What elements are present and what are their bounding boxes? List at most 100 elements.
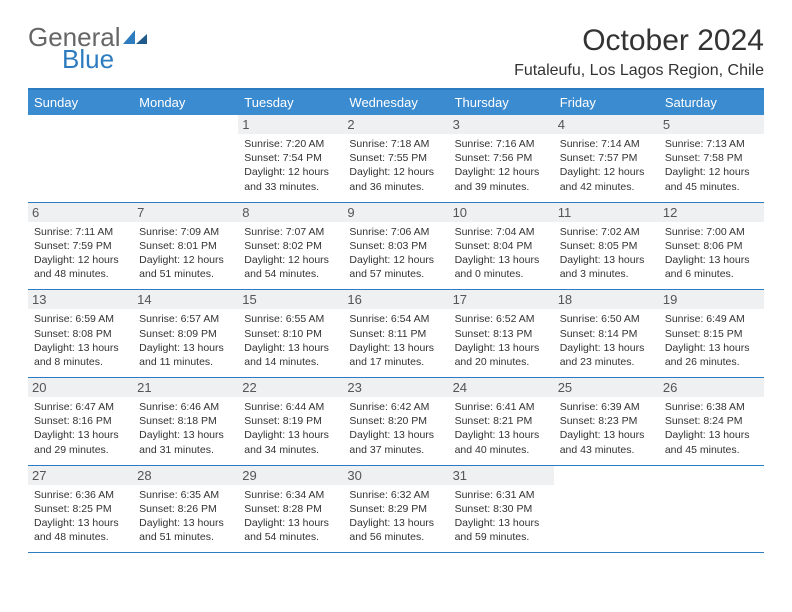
day-details: Sunrise: 6:50 AMSunset: 8:14 PMDaylight:… xyxy=(560,312,653,369)
day-details: Sunrise: 7:02 AMSunset: 8:05 PMDaylight:… xyxy=(560,225,653,282)
calendar-week-row: 20 Sunrise: 6:47 AMSunset: 8:16 PMDayligh… xyxy=(28,378,764,466)
day-details: Sunrise: 7:04 AMSunset: 8:04 PMDaylight:… xyxy=(455,225,548,282)
day-header: Friday xyxy=(554,90,659,115)
calendar-day-cell: 20 Sunrise: 6:47 AMSunset: 8:16 PMDayligh… xyxy=(28,378,133,466)
calendar-day-cell: 8 Sunrise: 7:07 AMSunset: 8:02 PMDaylight… xyxy=(238,202,343,290)
calendar-week-row: 13 Sunrise: 6:59 AMSunset: 8:08 PMDayligh… xyxy=(28,290,764,378)
day-number: 11 xyxy=(554,203,659,222)
day-details: Sunrise: 6:46 AMSunset: 8:18 PMDaylight:… xyxy=(139,400,232,457)
calendar-day-cell: 31 Sunrise: 6:31 AMSunset: 8:30 PMDayligh… xyxy=(449,465,554,553)
title-block: October 2024 Futaleufu, Los Lagos Region… xyxy=(514,24,764,80)
day-number: 8 xyxy=(238,203,343,222)
calendar-day-cell: 10Sunrise: 7:04 AMSunset: 8:04 PMDayligh… xyxy=(449,202,554,290)
day-details: Sunrise: 6:49 AMSunset: 8:15 PMDaylight:… xyxy=(665,312,758,369)
day-details: Sunrise: 6:54 AMSunset: 8:11 PMDaylight:… xyxy=(349,312,442,369)
calendar-day-cell: 3 Sunrise: 7:16 AMSunset: 7:56 PMDaylight… xyxy=(449,115,554,202)
calendar-day-cell: 6 Sunrise: 7:11 AMSunset: 7:59 PMDaylight… xyxy=(28,202,133,290)
calendar-day-cell xyxy=(133,115,238,202)
day-number: 18 xyxy=(554,290,659,309)
day-number: 24 xyxy=(449,378,554,397)
day-number: 12 xyxy=(659,203,764,222)
day-details: Sunrise: 6:47 AMSunset: 8:16 PMDaylight:… xyxy=(34,400,127,457)
day-header: Saturday xyxy=(659,90,764,115)
day-number: 29 xyxy=(238,466,343,485)
calendar-table: SundayMondayTuesdayWednesdayThursdayFrid… xyxy=(28,90,764,553)
day-details: Sunrise: 7:07 AMSunset: 8:02 PMDaylight:… xyxy=(244,225,337,282)
day-number: 6 xyxy=(28,203,133,222)
calendar-week-row: 1 Sunrise: 7:20 AMSunset: 7:54 PMDaylight… xyxy=(28,115,764,202)
day-number: 17 xyxy=(449,290,554,309)
calendar-day-cell: 21 Sunrise: 6:46 AMSunset: 8:18 PMDayligh… xyxy=(133,378,238,466)
day-details: Sunrise: 7:11 AMSunset: 7:59 PMDaylight:… xyxy=(34,225,127,282)
day-number: 27 xyxy=(28,466,133,485)
day-details: Sunrise: 6:36 AMSunset: 8:25 PMDaylight:… xyxy=(34,488,127,545)
day-number: 5 xyxy=(659,115,764,134)
day-number: 14 xyxy=(133,290,238,309)
day-header: Sunday xyxy=(28,90,133,115)
day-number: 2 xyxy=(343,115,448,134)
day-number: 25 xyxy=(554,378,659,397)
calendar-day-cell: 9Sunrise: 7:06 AMSunset: 8:03 PMDaylight… xyxy=(343,202,448,290)
day-number: 21 xyxy=(133,378,238,397)
day-number: 30 xyxy=(343,466,448,485)
day-details: Sunrise: 6:41 AMSunset: 8:21 PMDaylight:… xyxy=(455,400,548,457)
day-number: 22 xyxy=(238,378,343,397)
day-details: Sunrise: 7:16 AMSunset: 7:56 PMDaylight:… xyxy=(455,137,548,194)
day-details: Sunrise: 7:14 AMSunset: 7:57 PMDaylight:… xyxy=(560,137,653,194)
day-details: Sunrise: 6:42 AMSunset: 8:20 PMDaylight:… xyxy=(349,400,442,457)
day-details: Sunrise: 6:59 AMSunset: 8:08 PMDaylight:… xyxy=(34,312,127,369)
page-title: October 2024 xyxy=(514,24,764,58)
calendar-day-cell: 26 Sunrise: 6:38 AMSunset: 8:24 PMDayligh… xyxy=(659,378,764,466)
calendar-day-cell: 13 Sunrise: 6:59 AMSunset: 8:08 PMDayligh… xyxy=(28,290,133,378)
day-details: Sunrise: 7:09 AMSunset: 8:01 PMDaylight:… xyxy=(139,225,232,282)
calendar-day-cell: 2 Sunrise: 7:18 AMSunset: 7:55 PMDaylight… xyxy=(343,115,448,202)
day-number: 3 xyxy=(449,115,554,134)
brand-logo: GeneralBlue xyxy=(28,24,151,72)
calendar-day-cell: 22 Sunrise: 6:44 AMSunset: 8:19 PMDayligh… xyxy=(238,378,343,466)
day-number: 31 xyxy=(449,466,554,485)
day-number: 9 xyxy=(343,203,448,222)
calendar-day-cell: 28Sunrise: 6:35 AMSunset: 8:26 PMDayligh… xyxy=(133,465,238,553)
day-number: 13 xyxy=(28,290,133,309)
calendar-day-cell: 23 Sunrise: 6:42 AMSunset: 8:20 PMDayligh… xyxy=(343,378,448,466)
day-details: Sunrise: 6:55 AMSunset: 8:10 PMDaylight:… xyxy=(244,312,337,369)
day-details: Sunrise: 6:44 AMSunset: 8:19 PMDaylight:… xyxy=(244,400,337,457)
day-details: Sunrise: 6:35 AMSunset: 8:26 PMDaylight:… xyxy=(139,488,232,545)
day-header: Tuesday xyxy=(238,90,343,115)
calendar-body: 1 Sunrise: 7:20 AMSunset: 7:54 PMDaylight… xyxy=(28,115,764,553)
day-details: Sunrise: 6:38 AMSunset: 8:24 PMDaylight:… xyxy=(665,400,758,457)
calendar-day-cell: 18 Sunrise: 6:50 AMSunset: 8:14 PMDayligh… xyxy=(554,290,659,378)
day-number: 23 xyxy=(343,378,448,397)
day-number: 26 xyxy=(659,378,764,397)
calendar-header-row: SundayMondayTuesdayWednesdayThursdayFrid… xyxy=(28,90,764,115)
calendar-day-cell: 25 Sunrise: 6:39 AMSunset: 8:23 PMDayligh… xyxy=(554,378,659,466)
day-header: Wednesday xyxy=(343,90,448,115)
brand-part2: Blue xyxy=(62,46,151,72)
calendar-day-cell: 15 Sunrise: 6:55 AMSunset: 8:10 PMDayligh… xyxy=(238,290,343,378)
calendar-day-cell: 4Sunrise: 7:14 AMSunset: 7:57 PMDaylight… xyxy=(554,115,659,202)
calendar-day-cell xyxy=(554,465,659,553)
day-number: 7 xyxy=(133,203,238,222)
calendar-day-cell: 19Sunrise: 6:49 AMSunset: 8:15 PMDayligh… xyxy=(659,290,764,378)
calendar-day-cell: 29 Sunrise: 6:34 AMSunset: 8:28 PMDayligh… xyxy=(238,465,343,553)
day-number: 15 xyxy=(238,290,343,309)
calendar-day-cell xyxy=(28,115,133,202)
day-details: Sunrise: 6:34 AMSunset: 8:28 PMDaylight:… xyxy=(244,488,337,545)
day-number: 1 xyxy=(238,115,343,134)
day-number: 16 xyxy=(343,290,448,309)
calendar-day-cell: 30 Sunrise: 6:32 AMSunset: 8:29 PMDayligh… xyxy=(343,465,448,553)
day-details: Sunrise: 6:32 AMSunset: 8:29 PMDaylight:… xyxy=(349,488,442,545)
calendar-day-cell: 5Sunrise: 7:13 AMSunset: 7:58 PMDaylight… xyxy=(659,115,764,202)
day-number: 20 xyxy=(28,378,133,397)
day-details: Sunrise: 7:00 AMSunset: 8:06 PMDaylight:… xyxy=(665,225,758,282)
day-details: Sunrise: 7:20 AMSunset: 7:54 PMDaylight:… xyxy=(244,137,337,194)
calendar-day-cell: 27 Sunrise: 6:36 AMSunset: 8:25 PMDayligh… xyxy=(28,465,133,553)
day-header: Monday xyxy=(133,90,238,115)
calendar-day-cell: 7 Sunrise: 7:09 AMSunset: 8:01 PMDaylight… xyxy=(133,202,238,290)
header: GeneralBlue October 2024 Futaleufu, Los … xyxy=(28,24,764,80)
calendar-day-cell: 14 Sunrise: 6:57 AMSunset: 8:09 PMDayligh… xyxy=(133,290,238,378)
day-details: Sunrise: 6:31 AMSunset: 8:30 PMDaylight:… xyxy=(455,488,548,545)
day-details: Sunrise: 6:57 AMSunset: 8:09 PMDaylight:… xyxy=(139,312,232,369)
day-details: Sunrise: 6:39 AMSunset: 8:23 PMDaylight:… xyxy=(560,400,653,457)
day-details: Sunrise: 7:18 AMSunset: 7:55 PMDaylight:… xyxy=(349,137,442,194)
